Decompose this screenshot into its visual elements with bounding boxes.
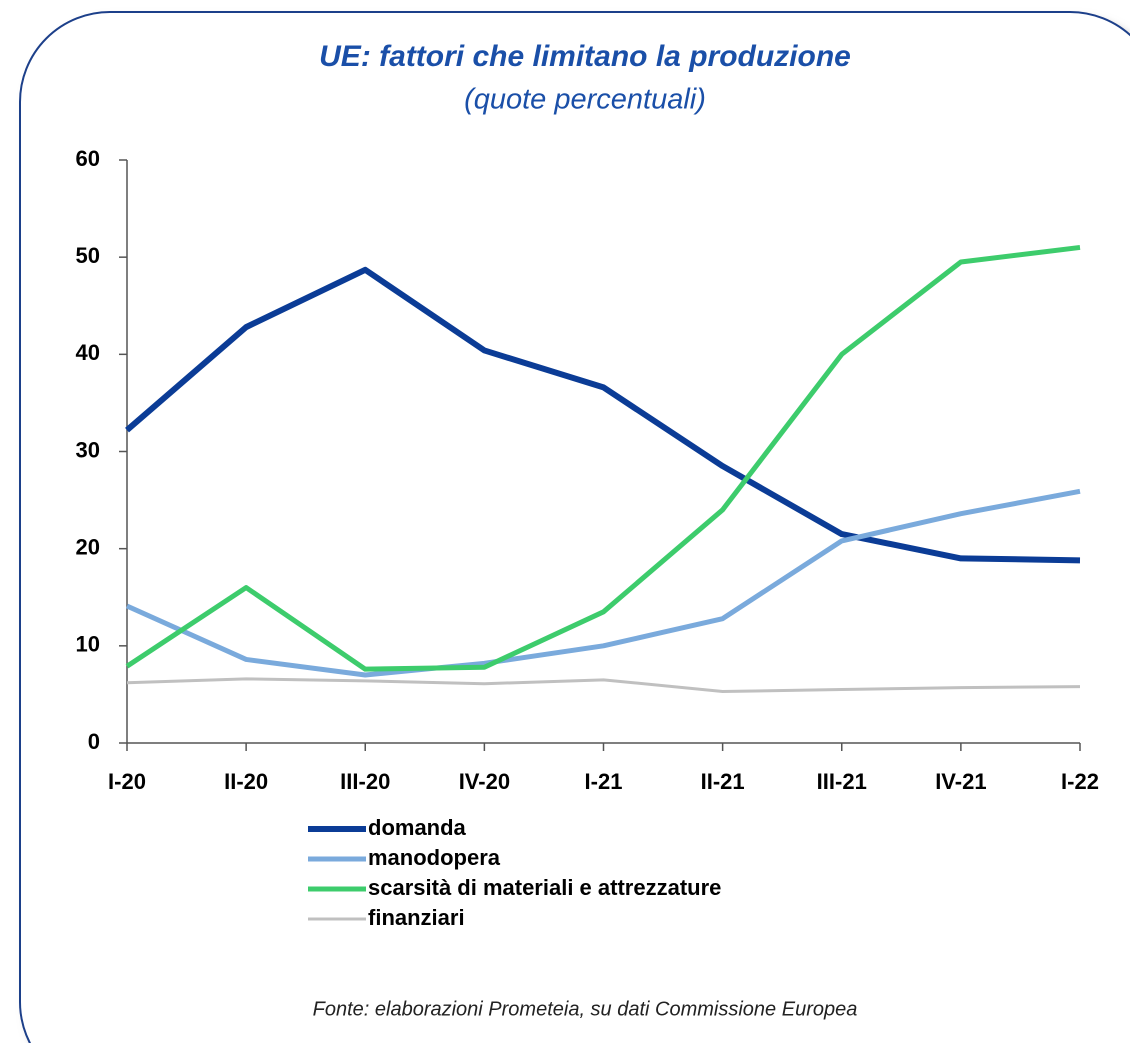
legend-label: domanda xyxy=(368,815,467,840)
series-line xyxy=(125,266,1081,564)
x-tick-label: I-22 xyxy=(1061,769,1099,794)
x-tick-label: III-20 xyxy=(340,769,390,794)
chart-subtitle: (quote percentuali) xyxy=(464,84,706,116)
x-tick-label: II-21 xyxy=(701,769,745,794)
y-tick-label: 30 xyxy=(76,437,100,462)
y-tick-label: 40 xyxy=(76,340,100,365)
legend-label: scarsità di materiali e attrezzature xyxy=(368,875,721,900)
x-tick-label: II-20 xyxy=(224,769,268,794)
x-tick-label: I-20 xyxy=(108,769,146,794)
frame xyxy=(19,11,1130,1043)
y-tick-label: 60 xyxy=(76,146,100,171)
x-tick-label: III-21 xyxy=(817,769,867,794)
y-tick-label: 20 xyxy=(76,534,100,559)
x-tick-label: I-21 xyxy=(585,769,623,794)
series-line xyxy=(126,677,1081,694)
x-tick-label: IV-20 xyxy=(459,769,510,794)
y-tick-label: 0 xyxy=(88,729,100,754)
chart-title: UE: fattori che limitano la produzione xyxy=(319,40,851,73)
series-line xyxy=(125,488,1081,678)
y-tick-label: 10 xyxy=(76,632,100,657)
source: Fonte: elaborazioni Prometeia, su dati C… xyxy=(313,998,858,1020)
series-line xyxy=(125,244,1081,672)
legend-label: finanziari xyxy=(368,905,465,930)
x-tick-label: IV-21 xyxy=(935,769,986,794)
y-tick-label: 50 xyxy=(76,243,100,268)
legend-label: manodopera xyxy=(368,845,501,870)
